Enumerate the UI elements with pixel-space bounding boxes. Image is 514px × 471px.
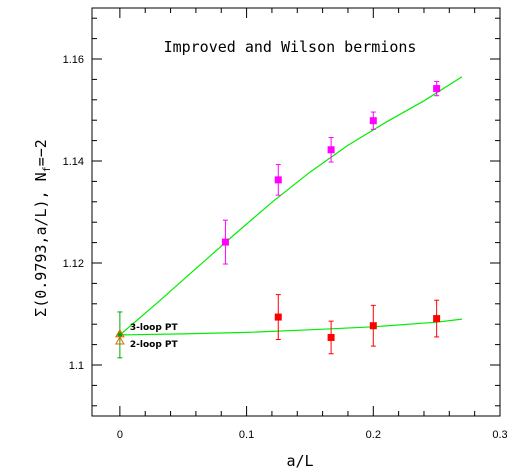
perturbation-theory-markers: 3-loop PT 2-loop PT [115, 323, 179, 350]
tick-labels: 0 0.1 0.2 0.3 1.1 1.12 1.14 1.16 [63, 54, 508, 441]
x-tick-label: 0.3 [492, 429, 507, 441]
y-tick-label: 1.16 [63, 54, 84, 66]
data-point-series-2 [274, 313, 282, 321]
x-tick-label: 0.2 [366, 429, 381, 441]
y-axis-label-subscript: f [42, 166, 53, 172]
axis-ticks [92, 8, 501, 416]
fit-curve-1 [119, 76, 463, 336]
y-tick-label: 1.14 [63, 156, 84, 168]
data-point-series-2 [327, 333, 335, 341]
data-point-series-1 [274, 176, 282, 184]
pt-triangle-2 [115, 336, 125, 345]
continuum-point [117, 332, 123, 338]
x-tick-label: 0 [117, 429, 123, 441]
pt-label-1: 3-loop PT [130, 323, 179, 333]
x-tick-label: 0.1 [239, 429, 254, 441]
data-point-series-2 [433, 315, 441, 323]
y-tick-label: 1.1 [69, 360, 84, 372]
chart-title: Improved and Wilson bermions [164, 38, 417, 56]
x-axis-label: a/L [286, 452, 313, 470]
data-point-series-2 [369, 322, 377, 330]
data-point-series-1 [327, 146, 335, 154]
y-tick-label: 1.12 [63, 258, 84, 270]
data-point-series-1 [433, 85, 441, 93]
y-axis-label-main: Σ(0.9793,a/L), N [32, 172, 50, 317]
y-axis-label: Σ(0.9793,a/L), Nf=−2 [32, 139, 53, 317]
data-points [117, 80, 441, 359]
data-point-series-1 [369, 117, 377, 125]
fit-curves [119, 76, 463, 336]
y-axis-label-tail: =−2 [32, 139, 50, 166]
plot-frame [91, 7, 501, 417]
data-point-series-1 [221, 238, 229, 246]
pt-label-2: 2-loop PT [130, 340, 179, 350]
